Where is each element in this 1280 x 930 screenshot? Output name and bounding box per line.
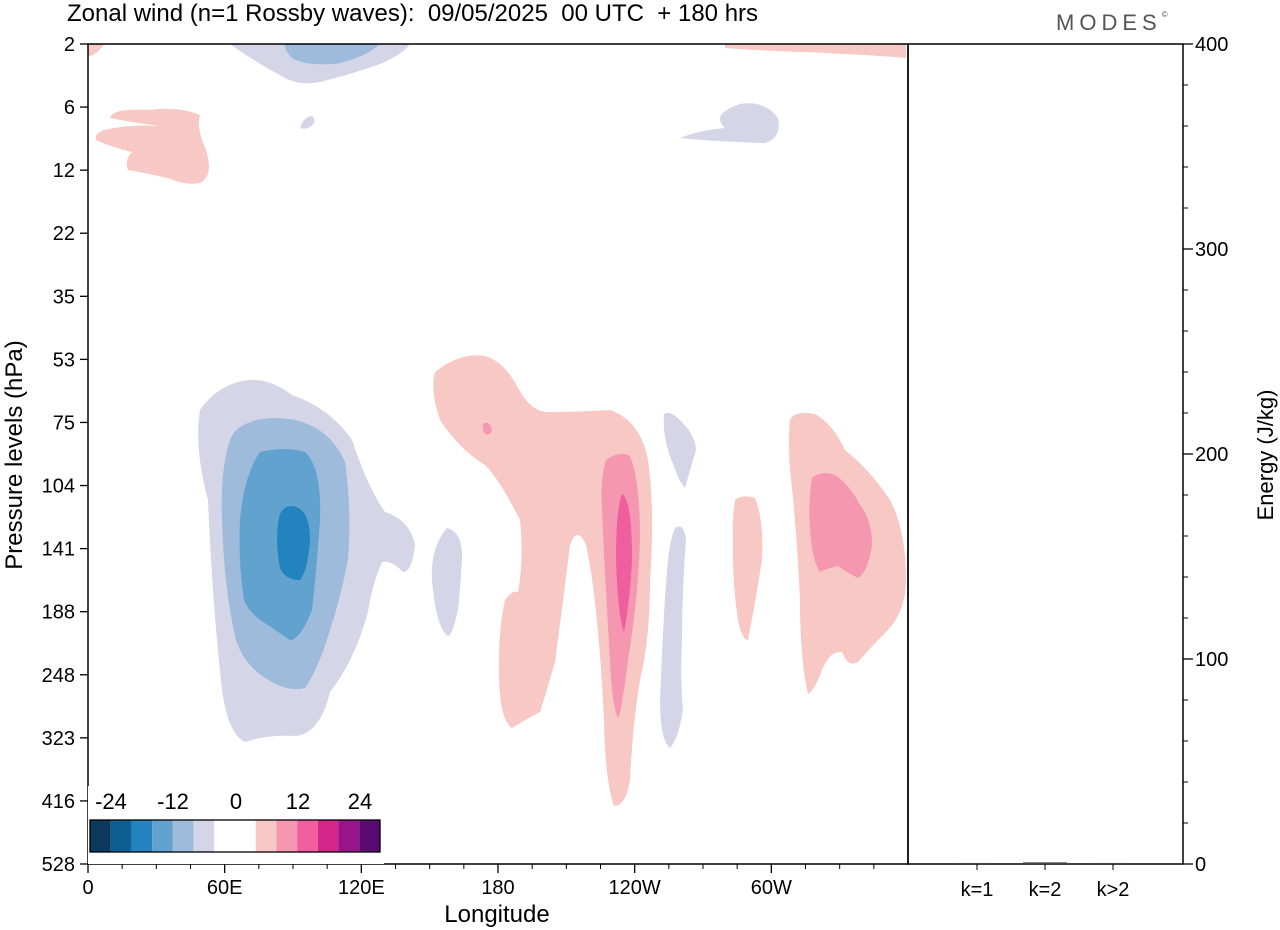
x-axis-label: Longitude — [444, 901, 549, 928]
y-tick-label: 528 — [42, 854, 75, 876]
y-tick-label: 323 — [42, 728, 75, 750]
chart-title: Zonal wind (n=1 Rossby waves): 09/05/202… — [67, 0, 759, 27]
colorbar-swatch — [110, 820, 132, 852]
colorbar-swatch — [297, 820, 318, 852]
contour-region-15 — [732, 496, 763, 640]
energy-tick-label: 300 — [1195, 239, 1228, 261]
y-tick-label: 416 — [42, 791, 75, 813]
y-axis-label: Pressure levels (hPa) — [1, 340, 28, 569]
colorbar-swatch — [359, 820, 380, 852]
contour-region-2 — [284, 44, 380, 65]
contour-fields — [88, 44, 906, 806]
y-tick-label: 22 — [53, 223, 75, 245]
energy-axis-label: Energy (J/kg) — [1253, 390, 1278, 521]
colorbar-swatch — [90, 820, 111, 852]
contour-region-21 — [660, 526, 686, 748]
contour-region-16 — [809, 473, 872, 578]
energy-bar-k=1 — [955, 862, 999, 864]
x-tick-label: 60W — [751, 877, 792, 899]
colorbar-frame — [89, 819, 381, 853]
colorbar: -24 -12 0 12 24 — [88, 786, 384, 864]
colorbar-swatch — [317, 820, 339, 852]
x-tick-label: 120E — [338, 877, 385, 899]
x-axis: 0 60E 120E 180 120W 60W — [82, 864, 875, 899]
contour-region-13 — [433, 355, 653, 806]
colorbar-tick-label: -24 — [95, 789, 127, 814]
y-tick-label: 6 — [64, 97, 75, 119]
energy-category-label: k=1 — [961, 879, 994, 901]
colorbar-swatch — [193, 820, 215, 852]
energy-axis: 0 100 200 300 400 — [1183, 34, 1228, 876]
colorbar-tick-label: 0 — [230, 789, 242, 814]
contour-region-20 — [663, 412, 696, 488]
colorbar-tick-label: 24 — [348, 789, 372, 814]
energy-bar-k=2 — [1023, 862, 1067, 864]
colorbar-swatch — [172, 820, 194, 852]
contour-region-11 — [277, 506, 310, 580]
y-tick-label: 188 — [42, 602, 75, 624]
energy-tick-label: 200 — [1195, 444, 1228, 466]
energy-bar-k>2 — [1091, 862, 1135, 864]
contour-region-3 — [88, 44, 104, 56]
y-tick-label: 2 — [64, 34, 75, 56]
contour-region-4 — [300, 116, 315, 129]
colorbar-tick-label: -12 — [157, 789, 189, 814]
energy-tick-label: 0 — [1195, 854, 1206, 876]
x-tick-label: 0 — [82, 877, 93, 899]
energy-category-label: k=2 — [1029, 879, 1062, 901]
energy-bars: k=1 k=2 k>2 — [955, 862, 1135, 901]
contour-region-7 — [95, 108, 209, 184]
energy-tick-label: 100 — [1195, 649, 1228, 671]
colorbar-swatch — [214, 820, 235, 852]
x-tick-label: 60E — [207, 877, 243, 899]
colorbar-swatch — [152, 820, 173, 852]
colorbar-tick-label: 12 — [286, 789, 310, 814]
y-tick-label: 104 — [42, 476, 75, 498]
y-tick-label: 12 — [53, 160, 75, 182]
contour-region-6 — [680, 103, 779, 143]
y-tick-label: 141 — [42, 539, 75, 561]
y-tick-label: 75 — [53, 412, 75, 434]
colorbar-swatch — [338, 820, 360, 852]
energy-plot-frame — [907, 43, 1184, 865]
y-tick-label: 35 — [53, 286, 75, 308]
y-tick-label: 53 — [53, 349, 75, 371]
energy-tick-label: 400 — [1195, 34, 1228, 56]
contour-region-12 — [431, 528, 463, 636]
colorbar-swatch — [131, 820, 153, 852]
energy-category-label: k>2 — [1097, 879, 1130, 901]
contour-region-18 — [616, 494, 632, 632]
x-tick-label: 180 — [481, 877, 514, 899]
colorbar-swatch — [255, 820, 277, 852]
y-axis: 2 6 12 22 35 53 75 104 141 188 248 323 416 528 — [42, 34, 88, 876]
contour-region-19 — [482, 422, 492, 435]
colorbar-swatch — [235, 820, 256, 852]
x-tick-label: 120W — [609, 877, 661, 899]
y-tick-label: 248 — [42, 665, 75, 687]
brand-name: MODES — [1056, 10, 1162, 35]
brand-mark: © — [1161, 10, 1168, 19]
contour-region-5 — [725, 44, 906, 58]
brand-logo: MODES© — [1056, 10, 1168, 36]
colorbar-swatch — [276, 820, 298, 852]
